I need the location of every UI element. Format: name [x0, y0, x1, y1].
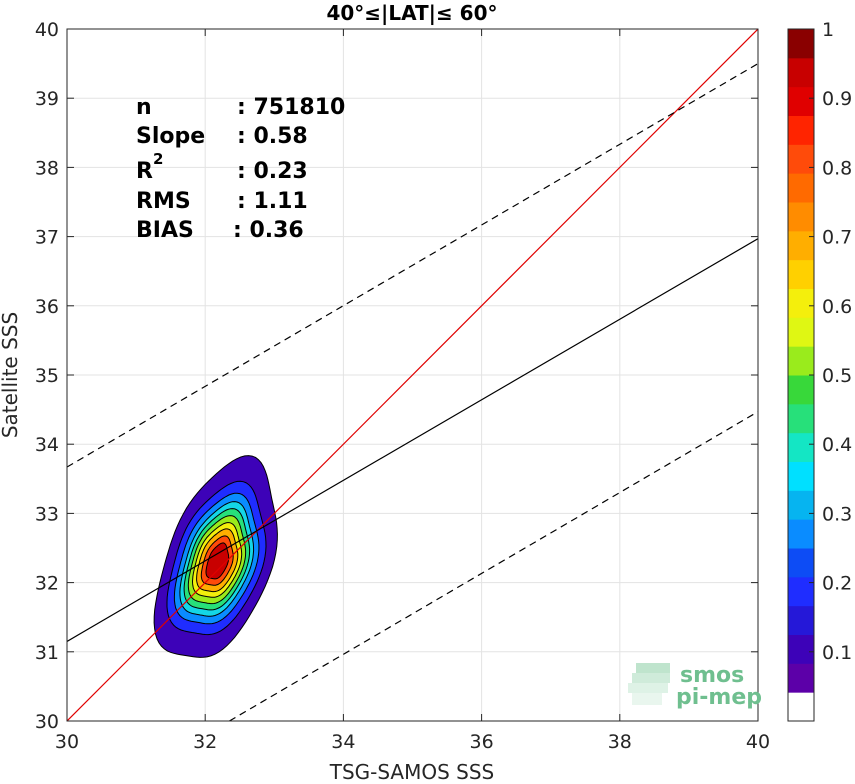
x-axis-label: TSG-SAMOS SSS	[329, 760, 495, 784]
y-axis-label: Satellite SSS	[0, 312, 22, 438]
stat-r2-label: R	[136, 159, 153, 184]
y-tick-label: 31	[35, 642, 59, 664]
colorbar-segment	[788, 173, 814, 203]
x-tick-label: 34	[331, 731, 355, 753]
stat-rms-value: : 1.11	[237, 189, 308, 214]
colorbar-segment	[788, 288, 814, 318]
colorbar-segment	[788, 375, 814, 405]
stat-n-value: : 751810	[237, 95, 345, 120]
colorbar-segment	[788, 519, 814, 549]
stat-slope-label: Slope	[136, 124, 205, 149]
chart-title: 40°≤|LAT|≤ 60°	[326, 1, 497, 25]
colorbar-segment	[788, 230, 814, 261]
colorbar-tick-label: 0.9	[822, 88, 852, 110]
y-tick-label: 35	[35, 365, 59, 387]
y-tick-label: 37	[35, 227, 59, 249]
colorbar-segment	[788, 403, 814, 434]
logo-pimep: pi-mep	[676, 685, 762, 710]
y-tick-label: 38	[35, 157, 59, 179]
colorbar-segment	[788, 202, 814, 232]
colorbar-tick-label: 0.1	[822, 642, 852, 664]
colorbar-segment	[788, 115, 814, 145]
logo-smos: smos	[680, 663, 744, 688]
colorbar-segment	[788, 605, 814, 635]
colorbar-segment	[788, 432, 814, 462]
x-tick-label: 36	[470, 731, 494, 753]
stat-r2-value: : 0.23	[237, 159, 308, 184]
x-tick-label: 38	[608, 731, 632, 753]
colorbar-segment	[788, 57, 814, 88]
upper-bound-line	[67, 63, 758, 468]
identity-line	[67, 29, 758, 721]
stat-n-label: n	[136, 95, 152, 120]
y-tick-label: 30	[35, 711, 59, 733]
colorbar-segment	[788, 29, 814, 59]
colorbar-segment	[788, 490, 814, 520]
stat-bias-label: BIAS	[136, 218, 194, 243]
y-tick-label: 33	[35, 503, 59, 525]
y-tick-label: 32	[35, 573, 59, 595]
stat-rms-label: RMS	[136, 189, 191, 214]
colorbar-segment	[788, 259, 814, 289]
density-contour	[205, 542, 230, 580]
stat-r2-superscript: 2	[153, 150, 163, 168]
colorbar-tick-label: 0.6	[822, 296, 852, 318]
stat-slope-value: : 0.58	[237, 124, 308, 149]
colorbar-tick-label: 0.2	[822, 573, 852, 595]
colorbar-tick-label: 0.3	[822, 503, 852, 525]
stats-box: n : 751810 Slope : 0.58 R 2 : 0.23 RMS :…	[136, 95, 345, 243]
y-tick-label: 40	[35, 19, 59, 41]
colorbar-segment	[788, 634, 814, 664]
colorbar-segment	[788, 663, 814, 693]
colorbar-tick-label: 0.4	[822, 434, 852, 456]
colorbar-tick-label: 1	[822, 19, 834, 41]
colorbar-tick-label: 0.5	[822, 365, 852, 387]
reference-lines	[67, 29, 758, 721]
colorbar-segment	[788, 346, 814, 376]
colorbar-segment	[788, 461, 814, 491]
colorbar	[788, 29, 814, 722]
x-tick-label: 32	[193, 731, 217, 753]
y-tick-label: 39	[35, 88, 59, 110]
colorbar-tick-label: 0.7	[822, 227, 852, 249]
fit-line	[67, 238, 758, 642]
density-contours	[153, 455, 278, 658]
colorbar-segment	[788, 144, 814, 174]
colorbar-segment	[788, 692, 814, 722]
colorbar-ticks: 0.1 0.2 0.3 0.4 0.5 0.6 0.7 0.8 0.9 1	[809, 19, 852, 664]
colorbar-segment	[788, 548, 814, 578]
y-tick-label: 36	[35, 296, 59, 318]
x-tick-label: 30	[55, 731, 79, 753]
smos-pimep-logo: smos pi-mep	[628, 663, 762, 710]
y-tick-label: 34	[35, 434, 59, 456]
colorbar-segment	[788, 86, 814, 116]
colorbar-segment	[788, 317, 814, 347]
x-tick-label: 40	[746, 731, 770, 753]
lower-bound-line	[229, 411, 758, 721]
axis-ticks: 30 32 34 36 38 40 30 31 32 33 34 35 36 37 38 39 40	[35, 19, 770, 753]
waves-icon	[628, 663, 670, 705]
stat-bias-value: : 0.36	[233, 218, 304, 243]
colorbar-segment	[788, 576, 814, 607]
colorbar-tick-label: 0.8	[822, 157, 852, 179]
